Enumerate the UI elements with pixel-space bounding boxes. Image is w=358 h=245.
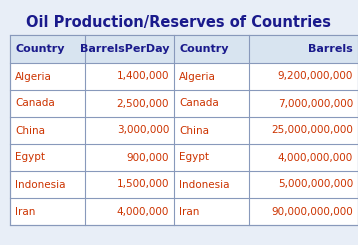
Text: Egypt: Egypt xyxy=(179,152,209,162)
Text: 9,200,000,000: 9,200,000,000 xyxy=(277,72,353,82)
Text: Country: Country xyxy=(15,44,64,54)
Text: Barrels: Barrels xyxy=(308,44,353,54)
Text: 900,000: 900,000 xyxy=(127,152,169,162)
Text: 1,400,000: 1,400,000 xyxy=(117,72,169,82)
Text: Canada: Canada xyxy=(179,98,219,109)
Bar xyxy=(10,35,358,225)
Text: 7,000,000,000: 7,000,000,000 xyxy=(278,98,353,109)
Text: Iran: Iran xyxy=(15,207,35,217)
Text: China: China xyxy=(179,125,209,135)
Text: Iran: Iran xyxy=(179,207,199,217)
Text: 1,500,000: 1,500,000 xyxy=(117,180,169,189)
Text: Egypt: Egypt xyxy=(15,152,45,162)
Bar xyxy=(10,35,358,63)
Text: 5,000,000,000: 5,000,000,000 xyxy=(278,180,353,189)
Text: 2,500,000: 2,500,000 xyxy=(117,98,169,109)
Text: Algeria: Algeria xyxy=(179,72,216,82)
Text: Indonesia: Indonesia xyxy=(179,180,229,189)
Text: Algeria: Algeria xyxy=(15,72,52,82)
Text: BarrelsPerDay: BarrelsPerDay xyxy=(79,44,169,54)
Text: 4,000,000: 4,000,000 xyxy=(117,207,169,217)
Text: Oil Production/Reserves of Countries: Oil Production/Reserves of Countries xyxy=(26,15,332,30)
Text: 90,000,000,000: 90,000,000,000 xyxy=(271,207,353,217)
Text: Country: Country xyxy=(179,44,228,54)
Text: China: China xyxy=(15,125,45,135)
Text: 4,000,000,000: 4,000,000,000 xyxy=(278,152,353,162)
Text: Indonesia: Indonesia xyxy=(15,180,66,189)
Text: Canada: Canada xyxy=(15,98,55,109)
Text: 3,000,000: 3,000,000 xyxy=(117,125,169,135)
Text: 25,000,000,000: 25,000,000,000 xyxy=(271,125,353,135)
